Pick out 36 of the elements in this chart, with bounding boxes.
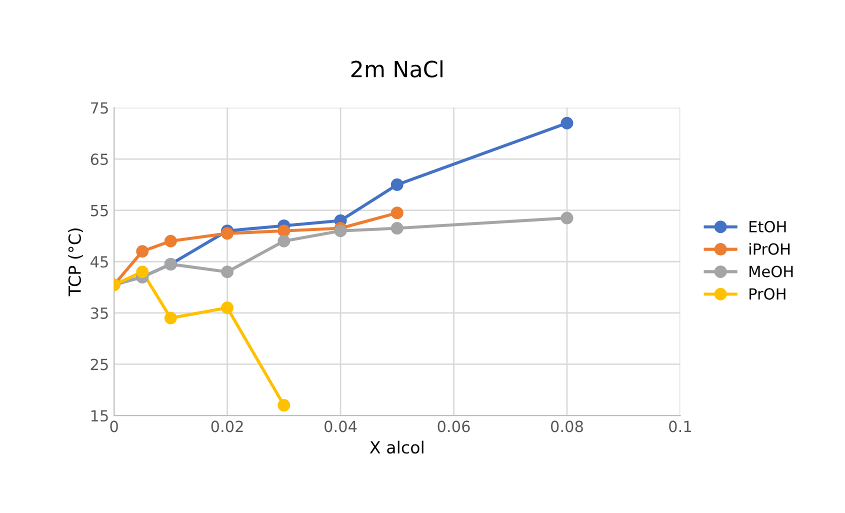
point [164,312,177,324]
point [221,227,234,240]
y-tick-label: 75 [91,102,108,114]
chart-title: 2m NaCl [351,60,442,78]
legend-label: iPrOH [750,243,790,255]
x-tick-label: 0 [110,420,118,432]
x-axis-title: X alcol [370,440,424,454]
x-tick-label: 0.06 [438,420,470,432]
point [221,266,234,278]
point [334,224,347,238]
x-tick-label: 0.08 [550,420,583,432]
y-axis-title: TCP (°C) [68,228,83,296]
x-tick-label: 0.1 [669,420,691,432]
y-tick-label: 35 [90,307,108,319]
point [560,116,574,130]
point [136,245,149,258]
point [136,266,149,278]
y-tick-label: 15 [91,410,108,422]
point [278,399,290,412]
point [278,234,290,248]
legend-label: MeOH [750,266,793,278]
x-tick-label: 0.02 [211,420,243,432]
y-tick-label: 65 [90,153,108,166]
point [560,212,574,224]
point [390,222,404,235]
point [278,224,290,238]
point [221,302,234,314]
y-tick-label: 25 [90,358,108,370]
x-tick-label: 0.04 [324,420,357,432]
point [390,178,404,191]
legend-label: EtOH [750,220,786,232]
legend-label: PrOH [750,288,786,300]
point [390,206,404,220]
y-tick-label: 45 [90,256,108,268]
point [164,234,177,248]
y-tick-label: 55 [90,204,108,216]
